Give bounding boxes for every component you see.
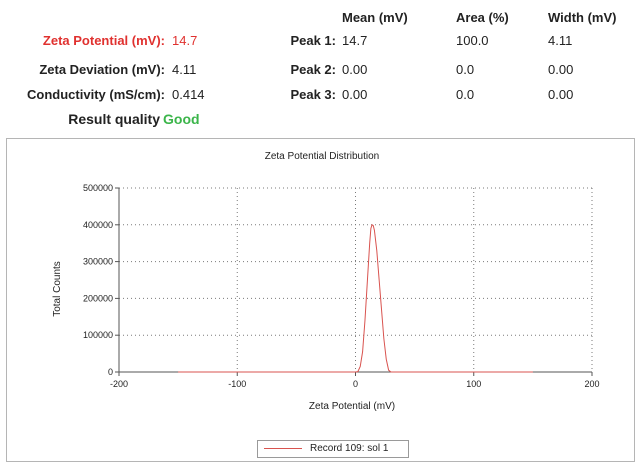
x-tick-label: -100	[228, 379, 246, 389]
peak-1-label: Peak 1:	[290, 33, 336, 48]
peak-2-width: 0.00	[548, 62, 574, 77]
legend-label: Record 109: sol 1	[310, 443, 389, 454]
area-column-header: Area (%)	[456, 10, 509, 25]
zeta-potential-label: Zeta Potential (mV):	[42, 33, 165, 48]
y-tick-label: 400000	[83, 220, 113, 230]
peak-1-mean: 14.7	[342, 33, 368, 48]
y-tick-label: 100000	[83, 330, 113, 340]
peak-2-area: 0.0	[456, 62, 475, 77]
result-quality-value: Good	[163, 111, 200, 127]
peak-1-area: 100.0	[456, 33, 489, 48]
peak-2-mean: 0.00	[342, 62, 368, 77]
x-tick-label: 0	[353, 379, 358, 389]
chart-legend: Record 109: sol 1	[257, 440, 409, 458]
conductivity-label: Conductivity (mS/cm):	[27, 87, 165, 102]
y-tick-label: 300000	[83, 257, 113, 267]
series-line	[178, 224, 533, 373]
x-tick-label: -200	[110, 379, 128, 389]
mean-column-header: Mean (mV)	[342, 10, 408, 25]
peak-3-label: Peak 3:	[290, 87, 336, 102]
x-axis-label: Zeta Potential (mV)	[309, 401, 395, 412]
chart-panel: Zeta Potential Distribution Total Counts…	[6, 138, 635, 462]
y-tick-label: 200000	[83, 293, 113, 303]
peak-1-width: 4.11	[548, 33, 573, 48]
peak-3-area: 0.0	[456, 87, 475, 102]
chart-title: Zeta Potential Distribution	[265, 151, 380, 162]
y-tick-label: 500000	[83, 183, 113, 193]
peak-3-mean: 0.00	[342, 87, 368, 102]
zeta-deviation-label: Zeta Deviation (mV):	[39, 62, 165, 77]
result-quality-label: Result quality	[68, 111, 160, 127]
zeta-potential-value: 14.7	[172, 33, 198, 48]
x-tick-label: 200	[584, 379, 599, 389]
x-tick-label: 100	[466, 379, 481, 389]
y-axis-label: Total Counts	[52, 261, 63, 317]
width-column-header: Width (mV)	[548, 10, 617, 25]
results-summary: Zeta Potential (mV): 14.7 Zeta Deviation…	[0, 0, 637, 135]
peak-2-label: Peak 2:	[290, 62, 336, 77]
peak-3-width: 0.00	[548, 87, 574, 102]
y-tick-label: 0	[108, 367, 113, 377]
conductivity-value: 0.414	[172, 87, 205, 102]
zeta-deviation-value: 4.11	[172, 62, 197, 77]
legend-swatch	[264, 448, 302, 449]
zeta-distribution-chart: Zeta Potential Distribution Total Counts…	[52, 151, 600, 412]
